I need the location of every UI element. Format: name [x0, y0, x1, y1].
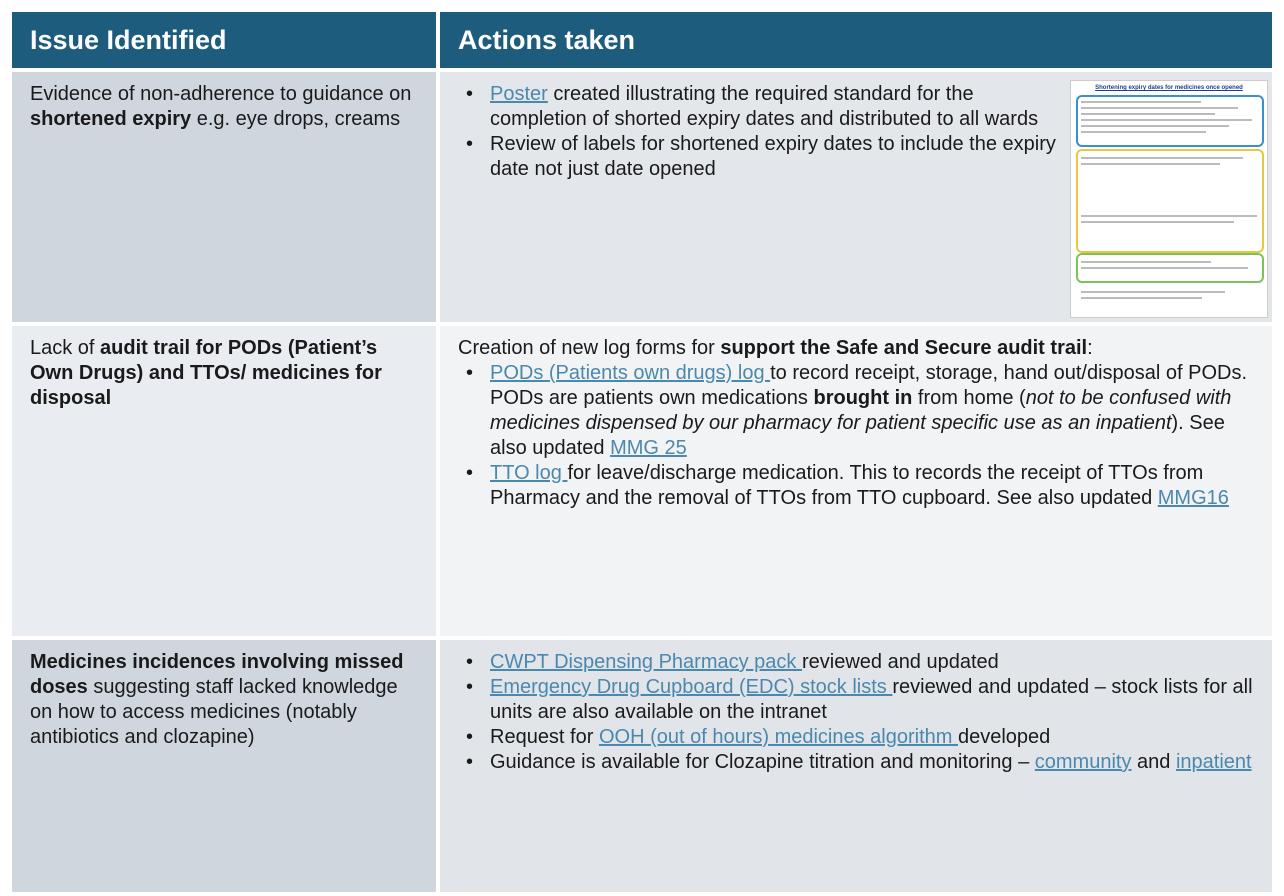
text-run: suggesting staff lacked knowledge on how… [30, 676, 398, 748]
link[interactable]: OOH (out of hours) medicines algorithm [598, 726, 958, 748]
bullet-list: PODs (Patients own drugs) log to record … [458, 361, 1254, 511]
poster-section [1076, 149, 1264, 253]
actions-cell: Creation of new log forms for support th… [440, 326, 1272, 636]
poster-section [1076, 253, 1264, 283]
issue-text: Medicines incidences involving missed do… [30, 650, 418, 750]
header-cell: Issue Identified [12, 12, 436, 68]
link[interactable]: community [1034, 751, 1132, 773]
text-run: Review of labels for shortened expiry da… [490, 133, 1056, 180]
poster-line [1081, 107, 1238, 109]
issue-cell: Lack of audit trail for PODs (Patient’s … [12, 326, 436, 636]
text-run: reviewed and updated – stock lists for a… [490, 676, 1253, 723]
poster-line [1081, 125, 1229, 127]
bullet-item: Emergency Drug Cupboard (EDC) stock list… [466, 675, 1254, 725]
bullet-item: Request for OOH (out of hours) medicines… [466, 725, 1254, 750]
bullet-item: Review of labels for shortened expiry da… [466, 132, 1070, 182]
text-run: Guidance is available for Clozapine titr… [490, 751, 1035, 773]
text-run: shortened expiry [30, 108, 192, 130]
header-cell: Actions taken [440, 12, 1272, 68]
text-run: Creation of new log forms for [458, 337, 721, 359]
text-run: : [1087, 337, 1093, 359]
text-run: ). See also updated [490, 412, 1225, 459]
text-run: Evidence of non-adherence to guidance on [30, 83, 412, 105]
link[interactable]: Emergency Drug Cupboard (EDC) stock list… [490, 676, 893, 698]
poster-line [1081, 119, 1252, 121]
bullet-list: Poster created illustrating the required… [458, 82, 1070, 182]
intro-text: Creation of new log forms for support th… [458, 336, 1254, 361]
table: Issue Identified Actions taken Evidence of… [12, 12, 1272, 892]
text-run: Medicines incidences involving missed do… [30, 651, 404, 698]
link[interactable]: PODs (Patients own drugs) log [490, 362, 771, 384]
text-run: Lack of [30, 337, 101, 359]
issue-cell: Medicines incidences involving missed do… [12, 640, 436, 892]
text-run: Request for [490, 726, 599, 748]
text-run: and [1131, 751, 1176, 773]
text-run: e.g. eye drops, creams [191, 108, 401, 130]
poster-line [1081, 101, 1201, 103]
issue-cell: Evidence of non-adherence to guidance on… [12, 72, 436, 322]
text-run: from home ( [912, 387, 1026, 409]
text-run: brought in [813, 387, 913, 409]
bullet-item: CWPT Dispensing Pharmacy pack reviewed a… [466, 650, 1254, 675]
text-run: for leave/discharge medication. This to … [490, 462, 1204, 509]
text-run: support the Safe and Secure audit trail [720, 337, 1088, 359]
text-run: created illustrating the required standa… [490, 83, 1039, 130]
bullet-list: CWPT Dispensing Pharmacy pack reviewed a… [458, 650, 1254, 775]
poster-title: Shortening expiry dates for medicines on… [1095, 85, 1243, 91]
poster-line [1081, 267, 1248, 269]
text-run: to record receipt, storage, hand out/dis… [490, 362, 1248, 409]
actions-cell: CWPT Dispensing Pharmacy pack reviewed a… [440, 640, 1272, 892]
issue-text: Lack of audit trail for PODs (Patient’s … [30, 336, 418, 411]
link[interactable]: Poster [490, 83, 548, 105]
link[interactable]: inpatient [1175, 751, 1252, 773]
bullet-item: Poster created illustrating the required… [466, 82, 1070, 132]
poster-line [1081, 113, 1215, 115]
poster-line [1081, 297, 1202, 299]
poster-line [1081, 131, 1206, 133]
text-run: developed [957, 726, 1051, 748]
text-run: not to be confused with medicines dispen… [490, 387, 1232, 434]
poster-line [1081, 261, 1211, 263]
poster-line [1081, 215, 1257, 217]
poster-thumbnail: Shortening expiry dates for medicines on… [1070, 80, 1268, 318]
poster-line [1081, 157, 1243, 159]
link[interactable]: TTO log [490, 462, 568, 484]
poster-line [1081, 163, 1220, 165]
text-run: audit trail for PODs (Patient’s Own Drug… [30, 337, 382, 409]
text-run: reviewed and updated [801, 651, 999, 673]
bullet-item: PODs (Patients own drugs) log to record … [466, 361, 1254, 461]
link[interactable]: MMG 25 [610, 437, 687, 459]
issue-text: Evidence of non-adherence to guidance on… [30, 82, 418, 132]
actions-cell: Poster created illustrating the required… [440, 72, 1272, 322]
poster-line [1081, 291, 1225, 293]
bullet-item: Guidance is available for Clozapine titr… [466, 750, 1254, 775]
link[interactable]: MMG16 [1157, 487, 1229, 509]
bullet-item: TTO log for leave/discharge medication. … [466, 461, 1254, 511]
link[interactable]: CWPT Dispensing Pharmacy pack [490, 651, 802, 673]
poster-section [1076, 95, 1264, 147]
poster-line [1081, 221, 1234, 223]
